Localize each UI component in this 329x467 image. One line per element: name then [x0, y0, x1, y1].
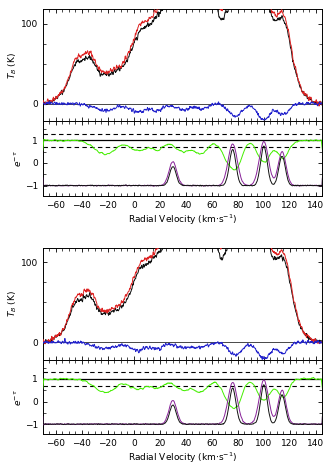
X-axis label: Radial Velocity (km$\cdot$s$^{-1}$): Radial Velocity (km$\cdot$s$^{-1}$): [128, 451, 237, 465]
Y-axis label: $T_B$ (K): $T_B$ (K): [7, 290, 19, 318]
Y-axis label: $T_B$ (K): $T_B$ (K): [7, 52, 19, 79]
Y-axis label: $e^{-\tau}$: $e^{-\tau}$: [12, 389, 23, 405]
X-axis label: Radial Velocity (km$\cdot$s$^{-1}$): Radial Velocity (km$\cdot$s$^{-1}$): [128, 212, 237, 227]
Y-axis label: $e^{-\tau}$: $e^{-\tau}$: [12, 150, 23, 167]
